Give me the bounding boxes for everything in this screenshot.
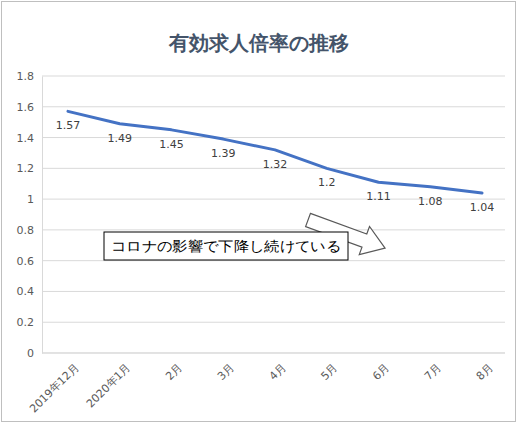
grid-line <box>42 229 505 230</box>
chart-frame <box>2 2 516 422</box>
x-axis-line <box>42 353 505 354</box>
annotation-box <box>104 232 348 260</box>
x-tick-label: 7月 <box>422 361 444 383</box>
data-line <box>68 111 482 193</box>
annotation-text: コロナの影響で下降し続けている <box>111 238 341 254</box>
grid-line <box>42 76 505 77</box>
data-label: 1.2 <box>318 176 336 189</box>
y-tick: 0.4 <box>17 285 43 298</box>
data-label: 1.08 <box>418 195 443 208</box>
y-tick-label: 0.6 <box>17 255 35 268</box>
data-label: 1.39 <box>211 147 236 160</box>
y-tick: 0 <box>27 347 42 360</box>
x-tick-label: 2月 <box>163 361 185 383</box>
y-tick-label: 1.6 <box>17 101 35 114</box>
x-tick: 3月 <box>215 353 237 383</box>
data-label: 1.11 <box>366 190 391 203</box>
x-tick: 2019年12月 <box>27 353 81 415</box>
x-tick: 7月 <box>422 353 444 383</box>
y-tick: 1.8 <box>17 70 43 83</box>
x-tick-label: 8月 <box>474 361 496 383</box>
x-axis: 2019年12月2020年1月 2月 3月 4月 5月 6月 7月 8月 <box>27 353 505 415</box>
grid-line <box>42 106 505 107</box>
y-tick: 1 <box>27 193 42 206</box>
x-tick-label: 2020年1月 <box>84 361 133 410</box>
y-tick: 1.2 <box>17 162 43 175</box>
y-tick: 0.2 <box>17 316 43 329</box>
grid <box>42 76 505 353</box>
x-tick: 5月 <box>318 353 340 383</box>
x-tick: 6月 <box>370 353 392 383</box>
y-tick-label: 0 <box>27 347 34 360</box>
x-tick-label: 4月 <box>267 361 289 383</box>
x-tick-label: 2019年12月 <box>27 361 81 415</box>
y-tick-label: 0.4 <box>17 285 35 298</box>
data-labels: 1.57 1.49 1.45 1.39 1.32 1.2 1.11 1.08 1.04 <box>56 119 495 214</box>
chart: 有効求人倍率の推移 0 0.2 0.4 0.6 0.8 1 1.2 1.4 1.6 1.8 2019年… <box>0 0 517 423</box>
grid-line <box>42 322 505 323</box>
x-tick-label: 3月 <box>215 361 237 383</box>
x-tick: 2月 <box>163 353 185 383</box>
y-axis-line <box>42 77 43 354</box>
y-tick-label: 1.4 <box>17 132 35 145</box>
x-tick: 8月 <box>474 353 496 383</box>
y-tick: 1.4 <box>17 132 43 145</box>
y-tick-label: 1.8 <box>17 70 35 83</box>
data-label: 1.49 <box>108 132 133 145</box>
x-tick: 4月 <box>267 353 289 383</box>
grid-line <box>42 291 505 292</box>
y-tick: 1.6 <box>17 101 43 114</box>
plot-area <box>68 111 482 193</box>
grid-line <box>42 353 505 354</box>
x-tick: 2020年1月 <box>84 353 133 410</box>
annotation: コロナの影響で下降し続けている <box>104 206 390 262</box>
y-tick-label: 1 <box>27 193 34 206</box>
x-tick-label: 5月 <box>318 361 340 383</box>
y-axis: 0 0.2 0.4 0.6 0.8 1 1.2 1.4 1.6 1.8 <box>17 70 43 360</box>
y-tick: 0.8 <box>17 224 43 237</box>
y-tick-label: 1.2 <box>17 162 35 175</box>
data-label: 1.04 <box>470 201 495 214</box>
y-tick-label: 0.8 <box>17 224 35 237</box>
chart-title: 有効求人倍率の推移 <box>168 31 349 55</box>
y-tick: 0.6 <box>17 255 43 268</box>
data-label: 1.57 <box>56 119 81 132</box>
y-tick-label: 0.2 <box>17 316 35 329</box>
data-label: 1.45 <box>159 138 184 151</box>
data-label: 1.32 <box>263 158 288 171</box>
x-tick-label: 6月 <box>370 361 392 383</box>
